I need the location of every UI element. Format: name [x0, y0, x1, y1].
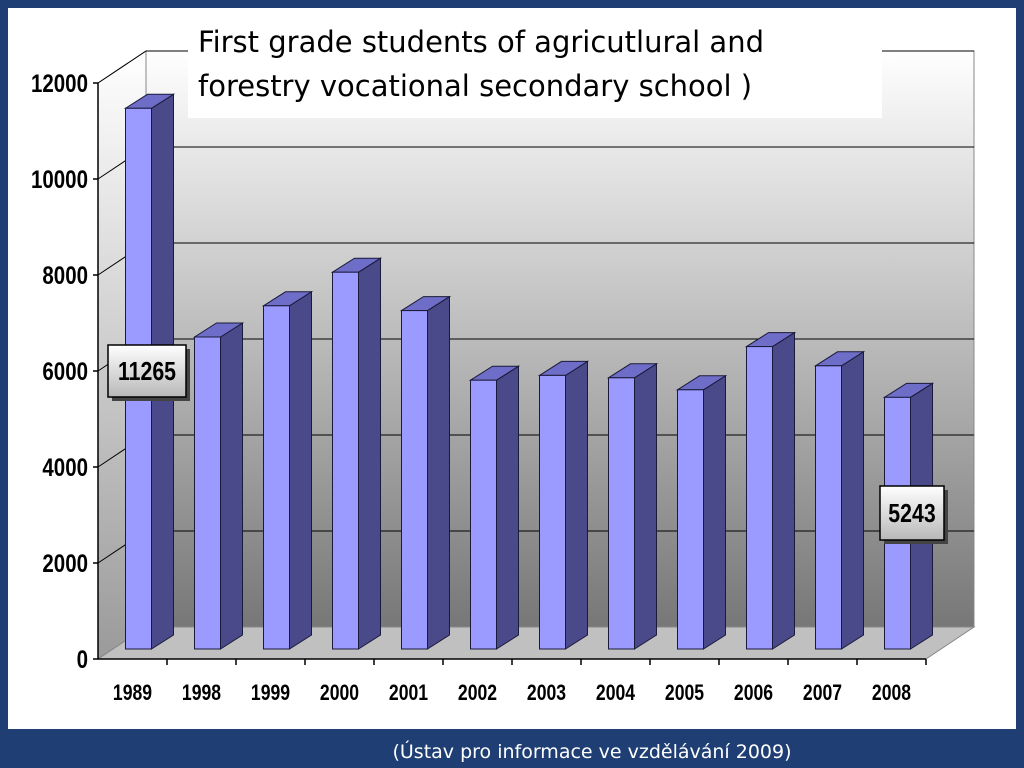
x-tick-label: 2000	[320, 681, 359, 705]
bar-side	[427, 295, 450, 650]
bar-front	[401, 310, 428, 650]
bar-front	[608, 377, 635, 650]
bar-side	[220, 322, 243, 650]
x-tick-label: 2001	[389, 681, 428, 705]
x-tick-label: 2003	[527, 681, 566, 705]
bar-2007	[813, 350, 866, 650]
bar-front	[746, 346, 773, 650]
bar-side	[841, 350, 864, 650]
bar-2002	[468, 365, 521, 650]
data-label-box	[107, 344, 187, 398]
data-label-2008: 5243	[879, 485, 948, 544]
bar-side	[496, 365, 519, 650]
bar-side	[358, 257, 381, 650]
bar-2005	[675, 374, 728, 650]
bar-2004	[606, 362, 659, 650]
x-tick-label: 1999	[251, 681, 290, 705]
bar-front	[332, 271, 359, 650]
bar-2006	[744, 331, 797, 650]
x-tick-label: 2005	[665, 681, 704, 705]
data-label-1989: 11265	[107, 344, 190, 401]
bar-2001	[399, 295, 452, 650]
bar-2003	[537, 360, 590, 650]
bar-side	[565, 360, 588, 650]
y-tick-label: 12000	[31, 69, 88, 97]
y-tick-label: 10000	[31, 165, 88, 193]
data-label-text: 5243	[888, 499, 935, 529]
chart-title: First grade students of agricutlural and…	[188, 20, 882, 118]
y-tick-label: 4000	[42, 453, 88, 481]
x-tick-label: 2008	[872, 681, 911, 705]
x-tick-label: 2002	[458, 681, 497, 705]
bar-front	[815, 365, 842, 650]
y-tick-label: 0	[77, 645, 88, 673]
x-tick-label: 2007	[803, 681, 842, 705]
bar-side	[634, 362, 657, 650]
x-tick-label: 2006	[734, 681, 773, 705]
axes-group: 0 2000 4000 6000 8000 10000 12000 1989 1998 1999 2…	[31, 69, 927, 706]
bar-front	[194, 336, 221, 650]
bar-1998	[192, 322, 245, 650]
callouts-group: 11265 5243	[107, 344, 948, 544]
bar-side	[772, 331, 795, 650]
source-note: (Ústav pro informace ve vzdělávání 2009)	[392, 741, 792, 763]
bar-side	[289, 290, 312, 650]
bar-2000	[330, 257, 383, 650]
bar-front	[677, 389, 704, 650]
x-tick-label: 2004	[596, 681, 635, 705]
data-label-box	[879, 485, 945, 541]
bar-front	[263, 305, 290, 650]
data-label-text: 11265	[118, 357, 176, 387]
bar-1999	[261, 290, 314, 650]
x-tick-label: 1989	[113, 681, 152, 705]
bar-side	[703, 374, 726, 650]
y-tick-label: 8000	[42, 261, 88, 289]
bar-front	[539, 374, 566, 650]
y-tick-label: 6000	[42, 357, 88, 385]
x-tick-label: 1998	[182, 681, 221, 705]
y-tick-label: 2000	[42, 549, 88, 577]
bars-group	[123, 93, 935, 650]
bar-front	[470, 379, 497, 650]
